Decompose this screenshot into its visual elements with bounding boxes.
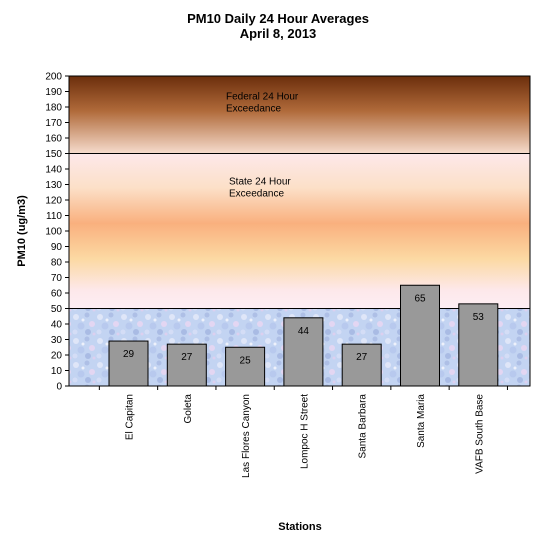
y-tick-label: 180	[45, 103, 62, 114]
bar-value-label: 27	[181, 352, 193, 363]
x-tick-label: Las Flores Canyon	[241, 394, 252, 478]
y-axis-label: PM10 (ug/m3)	[16, 195, 28, 267]
y-tick-label: 90	[51, 242, 63, 253]
y-tick-label: 0	[56, 382, 62, 393]
zone-state-exceedance	[69, 153, 530, 309]
y-tick-label: 160	[45, 134, 62, 145]
y-tick-label: 170	[45, 118, 62, 129]
y-tick-label: 140	[45, 165, 62, 176]
bar	[225, 346, 266, 387]
y-tick-label: 20	[51, 351, 63, 362]
bar	[108, 340, 149, 387]
chart-subtitle: April 8, 2013	[240, 26, 317, 41]
y-tick-label: 130	[45, 180, 62, 191]
y-tick-label: 110	[46, 211, 62, 222]
y-tick-label: 60	[51, 289, 63, 300]
y-tick-label: 150	[45, 149, 62, 160]
y-tick-label: 120	[45, 196, 62, 207]
bar-value-label: 25	[240, 355, 252, 366]
bar	[166, 343, 207, 387]
x-tick-label: VAFB South Base	[474, 394, 485, 474]
y-tick-label: 50	[51, 304, 63, 315]
chart-title: PM10 Daily 24 Hour Averages	[187, 11, 369, 26]
x-tick-label: Goleta	[183, 394, 194, 424]
y-tick-label: 80	[51, 258, 63, 269]
y-axis: 0 10 20 30 40 50 60 70 80 90 100 110 120 130 140 150 160…	[45, 72, 70, 393]
y-tick-label: 40	[51, 320, 63, 331]
bar-value-label: 44	[298, 326, 310, 337]
zone-label: State 24 Hour Exceedance	[229, 177, 291, 200]
x-axis: El Capitan Goleta Las Flores Canyon Lompoc …	[69, 385, 530, 478]
x-tick-label: Santa Barbara	[358, 394, 369, 459]
bar-value-label: 65	[414, 293, 426, 304]
y-tick-label: 190	[45, 87, 62, 98]
y-tick-label: 200	[45, 72, 62, 83]
bar	[341, 343, 382, 387]
x-axis-label: Stations	[278, 521, 321, 533]
zone-federal-exceedance	[69, 76, 530, 154]
y-tick-label: 70	[51, 273, 63, 284]
zone-label: Federal 24 Hour Exceedance	[226, 91, 299, 114]
y-tick-label: 100	[45, 227, 62, 238]
x-tick-label: El Capitan	[125, 394, 136, 440]
y-tick-label: 30	[51, 335, 63, 346]
x-tick-label: Lompoc H Street	[299, 394, 310, 469]
x-tick-label: Santa Maria	[416, 394, 427, 448]
y-tick-label: 10	[51, 366, 63, 377]
bar-value-label: 53	[473, 312, 485, 323]
bar-value-label: 29	[123, 349, 135, 360]
bar	[283, 317, 324, 387]
bar	[400, 284, 440, 387]
bar-value-label: 27	[356, 352, 368, 363]
bars-group: 29 27 25 44 27 65 53	[108, 284, 499, 387]
